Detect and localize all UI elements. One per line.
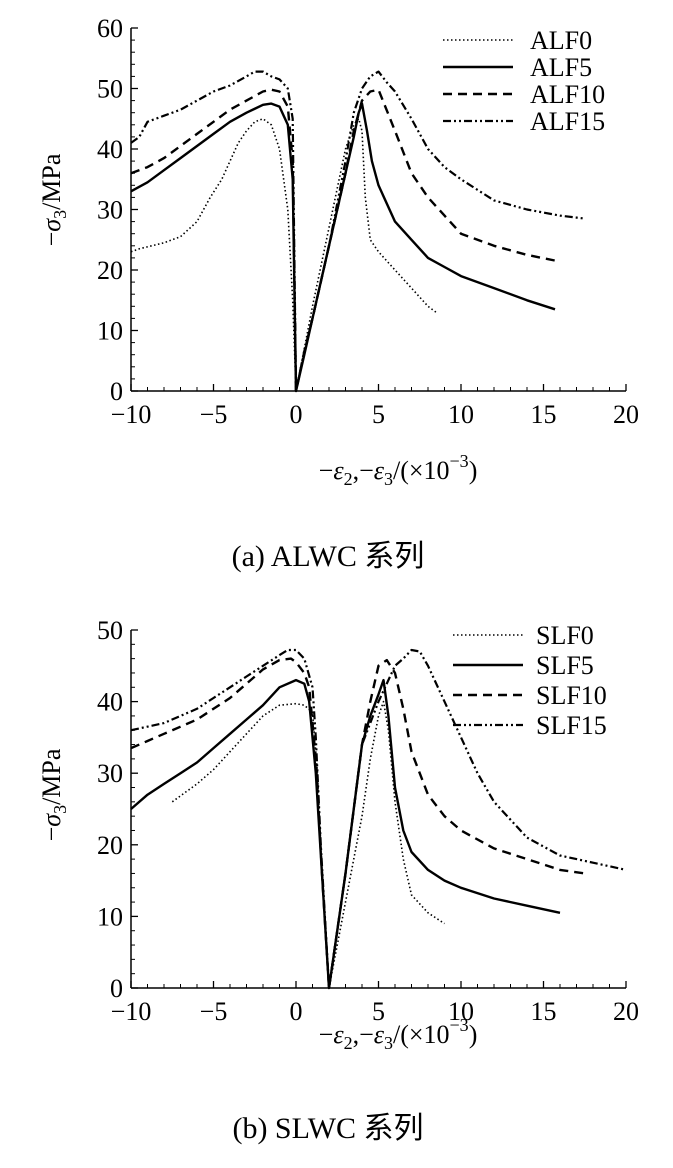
x-tick-label: 0 — [290, 997, 303, 1026]
chart-alwc-xlabel: −ε2,−ε3/(×10−3) — [319, 451, 478, 489]
chart-alwc-series — [130, 70, 585, 393]
x-tick-label: 10 — [448, 400, 474, 429]
chart-slwc: −10 −5 0 5 10 15 20 0 10 20 30 40 50 SLF0SLF5SLF10SL… — [37, 616, 639, 1145]
chart-slwc-series — [130, 648, 627, 990]
x-tick-label: −10 — [111, 997, 152, 1026]
chart-alwc-caption: (a) ALWC 系列 — [232, 540, 425, 573]
legend-label-slf10: SLF10 — [536, 681, 607, 710]
y-tick-label: 40 — [97, 688, 123, 717]
x-tick-label: 10 — [448, 997, 474, 1026]
x-tick-label: −5 — [200, 400, 228, 429]
legend-label-alf10: ALF10 — [530, 80, 605, 109]
y-tick-label: 10 — [97, 317, 123, 346]
x-tick-label: 0 — [290, 400, 303, 429]
series-line-slf5 — [130, 678, 561, 990]
x-tick-label: 5 — [372, 997, 385, 1026]
y-tick-label: 30 — [97, 759, 123, 788]
legend-label-alf0: ALF0 — [530, 26, 592, 55]
x-tick-label: −5 — [200, 997, 228, 1026]
y-tick-label: 20 — [97, 256, 123, 285]
chart-slwc-ylabel: −σ3/MPa — [37, 748, 70, 841]
series-line-alf15 — [130, 70, 585, 393]
legend-label-alf15: ALF15 — [530, 107, 605, 136]
series-line-slf0 — [171, 700, 445, 989]
y-tick-label: 50 — [97, 75, 123, 104]
chart-alwc-axes: −10 −5 0 5 10 15 20 0 10 20 30 40 50 60 — [97, 14, 639, 429]
chart-slwc-axes: −10 −5 0 5 10 15 20 0 10 20 30 40 50 — [97, 616, 639, 1026]
y-tick-label: 0 — [110, 377, 123, 406]
series-line-alf10 — [130, 88, 557, 393]
y-tick-label: 60 — [97, 14, 123, 43]
y-tick-label: 40 — [97, 135, 123, 164]
x-tick-label: 20 — [613, 400, 639, 429]
legend-label-slf15: SLF15 — [536, 711, 607, 740]
y-tick-label: 20 — [97, 831, 123, 860]
y-tick-label: 50 — [97, 616, 123, 645]
chart-alwc: −10 −5 0 5 10 15 20 0 10 20 30 40 50 60 ALF0ALF5ALF10… — [37, 14, 639, 573]
x-tick-label: 15 — [531, 997, 557, 1026]
chart-slwc-xlabel: −ε2,−ε3/(×10−3) — [319, 1015, 478, 1053]
legend-label-slf5: SLF5 — [536, 651, 594, 680]
legend-label-slf0: SLF0 — [536, 621, 594, 650]
x-tick-label: −10 — [111, 400, 152, 429]
y-tick-label: 0 — [110, 974, 123, 1003]
series-line-alf5 — [130, 102, 556, 393]
x-tick-label: 5 — [372, 400, 385, 429]
series-line-slf10 — [130, 657, 585, 990]
legend-label-alf5: ALF5 — [530, 53, 592, 82]
chart-alwc-ylabel: −σ3/MPa — [37, 153, 70, 246]
chart-slwc-caption: (b) SLWC 系列 — [232, 1112, 423, 1145]
y-tick-label: 30 — [97, 196, 123, 225]
series-line-slf15 — [130, 648, 627, 990]
y-tick-label: 10 — [97, 902, 123, 931]
x-tick-label: 20 — [613, 997, 639, 1026]
x-tick-label: 15 — [531, 400, 557, 429]
